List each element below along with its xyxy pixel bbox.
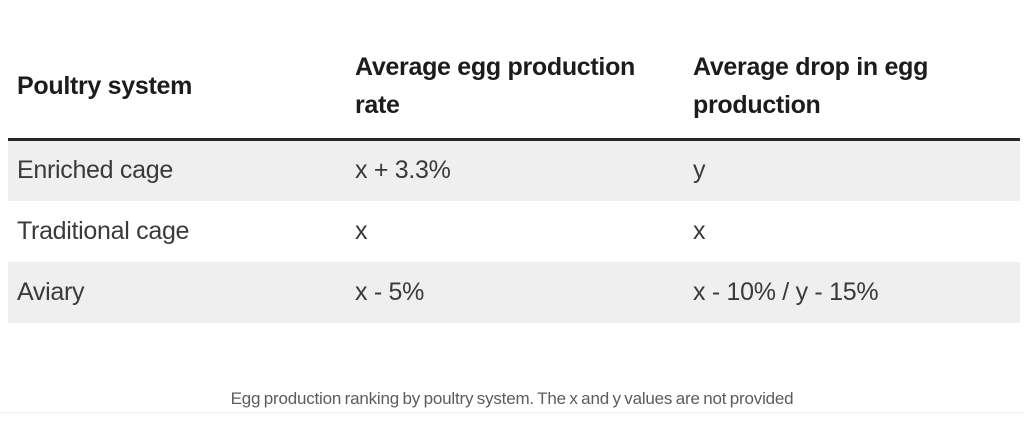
cell-system: Traditional cage	[17, 216, 190, 245]
column-header-average-egg-production-rate: Average egg production rate	[355, 48, 693, 141]
cell-rate: x - 5%	[355, 277, 425, 306]
cell-rate: x	[355, 216, 368, 245]
cell-system: Aviary	[17, 277, 85, 306]
table-row-enriched-cage: Enriched cage x + 3.3% y	[8, 139, 1020, 201]
column-header-average-drop-in-egg-production: Average drop in egg production	[693, 48, 1020, 141]
column-header-poultry-system: Poultry system	[8, 48, 355, 141]
cell-system: Enriched cage	[17, 156, 173, 185]
cell-drop: x - 10% / y - 15%	[693, 277, 879, 306]
cell-rate: x + 3.3%	[355, 156, 451, 185]
table-row-traditional-cage: Traditional cage x x	[8, 201, 1020, 262]
page: Poultry system Average egg production ra…	[0, 48, 1024, 433]
table-row-aviary: Aviary x - 5% x - 10% / y - 15%	[8, 261, 1020, 323]
table-caption: Egg production ranking by poultry system…	[230, 388, 794, 408]
header-row: Poultry system Average egg production ra…	[8, 48, 1020, 141]
poultry-egg-production-table: Poultry system Average egg production ra…	[8, 48, 1020, 323]
cell-drop: x	[693, 216, 706, 245]
cell-drop: y	[693, 156, 706, 185]
bottom-divider	[0, 411, 1024, 413]
